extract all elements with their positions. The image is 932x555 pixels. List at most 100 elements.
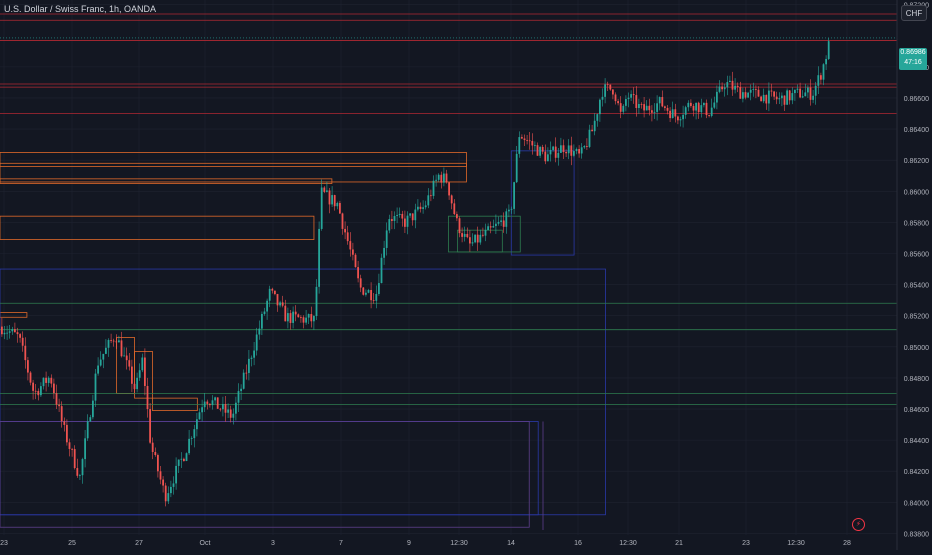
candle-body [645,105,648,111]
candle-body [617,101,619,104]
x-axis[interactable]: 23 25 27 Oct 3 7 9 12:30 14 16 12:30 21 23 12:30 28 [0,540,851,547]
y-tick-label: 0.86000 [904,189,929,196]
y-tick-label: 0.85400 [904,283,929,290]
y-axis[interactable]: 0.872000.868000.866000.864000.862000.860… [896,0,929,550]
candle-body [445,173,448,183]
candle-body [651,110,653,113]
candle-body [638,104,640,109]
zone-box [0,268,606,516]
candle-body [775,96,778,100]
candle-body [695,102,697,111]
candle-body [682,114,684,120]
candle-body [73,449,76,469]
candle-body [781,95,783,99]
candle-body [443,173,445,183]
candle-body [669,110,671,119]
candle-body [307,314,310,318]
candle-body [404,218,406,227]
candle-body [484,230,487,236]
candle-body [378,283,380,294]
candle-body [562,145,565,153]
candle-body [820,75,822,80]
candle-body [458,218,461,234]
symbol-title[interactable]: U.S. Dollar / Swiss Franc, 1h, OANDA [4,4,157,14]
x-tick-label: Oct [200,540,211,547]
countdown-value: 47:16 [904,59,922,66]
candle-body [235,402,237,414]
candle-body [159,471,162,480]
candle-body [185,453,188,462]
candle-body [224,404,227,413]
candle-body [515,153,518,183]
candle-body [716,91,718,103]
candle-body [619,103,622,112]
candle-body [292,311,294,323]
candle-body [596,114,599,121]
candle-body [677,116,679,121]
last-price-tag: 0.86986 47:16 [899,48,927,70]
x-tick-label: 27 [135,540,143,547]
candle-body [276,294,279,306]
candle-body [528,140,531,142]
candle-body [502,220,505,227]
y-tick-label: 0.85800 [904,220,929,227]
candle-body [11,329,14,332]
candle-body [708,115,710,116]
candle-body [492,226,495,228]
candle-body [128,360,131,367]
candle-body [60,406,63,422]
x-tick-label: 3 [271,540,275,547]
candle-body [687,102,690,108]
x-tick-label: 7 [339,540,343,547]
candle-body [541,146,544,152]
candle-body [567,145,570,154]
candle-body [3,332,6,335]
candle-body [266,300,268,312]
candle-body [469,237,471,244]
candle-body [487,226,489,231]
candle-body [658,97,661,104]
candle-body [305,317,307,323]
candle-body [526,140,528,141]
candle-body [107,340,110,348]
candle-body [6,332,8,334]
candle-body [622,105,625,112]
candle-body [500,220,502,222]
candle-body [281,302,284,306]
candle-body [817,75,820,86]
candle-body [131,366,133,384]
candle-body [240,388,242,392]
candle-body [690,102,692,106]
candle-body [703,102,705,106]
y-tick-label: 0.85200 [904,314,929,321]
candle-body [180,458,183,460]
x-tick-label: 23 [742,540,750,547]
candle-body [196,419,198,430]
y-tick-label: 0.85000 [904,345,929,352]
last-price-value: 0.86986 [900,49,926,56]
candle-body [794,89,796,94]
candle-body [747,92,749,98]
candle-body [331,195,333,205]
candle-body [19,334,21,338]
candle-body [172,483,175,487]
candle-body [271,288,274,291]
candle-body [812,95,814,100]
candle-body [268,288,271,301]
candle-body [326,190,328,192]
candle-body [648,105,651,111]
candle-body [84,438,86,460]
candle-body [149,409,151,443]
candle-body [250,357,253,359]
candle-body [521,137,523,139]
y-tick-label: 0.84000 [904,500,929,507]
candle-body [333,195,336,207]
candle-body [237,391,240,403]
candle-body [453,203,456,215]
currency-badge[interactable]: CHF [901,5,927,21]
zone-box [510,150,575,256]
grid-lines [0,0,897,535]
alert-icon[interactable]: ⚡ [852,518,865,531]
